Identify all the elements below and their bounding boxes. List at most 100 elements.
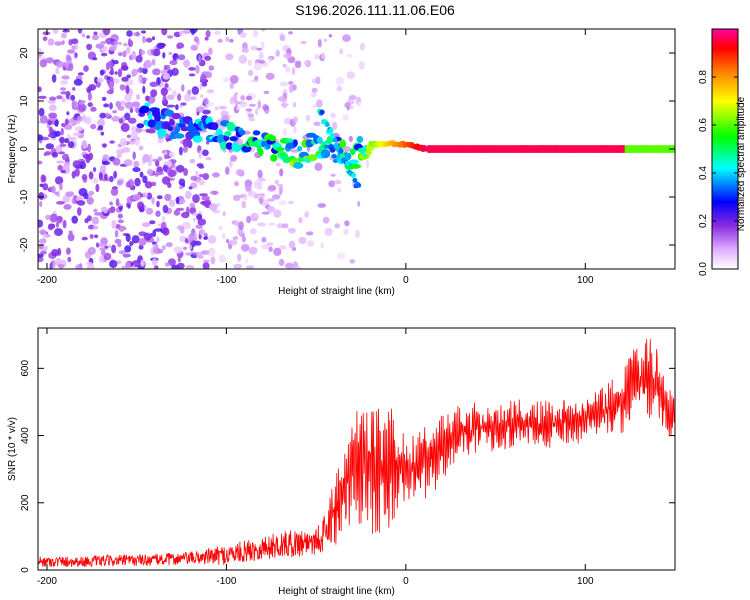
noise-blob [109,201,113,206]
noise-blob [253,213,258,218]
noise-blob [162,72,170,80]
noise-blob [164,193,172,202]
noise-blob [72,100,79,108]
noise-blob [71,215,78,224]
ridge-blob [139,105,150,113]
noise-blob [321,52,326,59]
noise-blob [239,101,248,108]
x-tick-label: -100 [216,275,236,286]
noise-blob [142,35,146,44]
noise-blob [212,172,220,178]
noise-blob [198,150,202,159]
noise-blob [100,52,108,57]
noise-blob [279,34,286,42]
noise-blob [278,258,285,267]
noise-blob [95,242,100,248]
noise-blob [160,87,168,96]
ridge-blob [282,156,292,164]
noise-blob [328,34,333,38]
noise-blob [183,59,190,68]
noise-blob [124,245,132,253]
noise-blob [100,237,108,246]
noise-blob [52,260,56,269]
noise-blob [337,187,342,193]
snr-series-line [38,339,675,568]
noise-blob [117,242,122,248]
noise-blob [239,32,247,38]
noise-blob [266,198,275,202]
noise-blob [136,93,140,100]
y-tick-label: 200 [20,494,31,511]
x-tick-label: -200 [37,275,57,286]
colorbar-label: Normalized spectral amplitude [736,96,747,231]
noise-blob [138,145,144,151]
noise-blob [49,213,58,223]
noise-blob [139,50,146,55]
noise-blob [247,69,254,76]
noise-blob [76,200,86,206]
noise-blob [184,190,192,200]
streak-blob [356,182,362,188]
noise-blob [86,35,90,39]
noise-blob [156,171,164,175]
noise-blob [68,230,73,234]
noise-blob [51,151,59,158]
noise-blob [138,244,144,250]
noise-blob [218,105,227,110]
noise-blob [121,76,129,82]
noise-blob [61,75,70,80]
noise-blob [261,236,267,243]
noise-blob [95,183,100,193]
y-tick-label: 10 [19,95,30,107]
noise-blob [94,212,102,216]
noise-blob [66,134,71,139]
ridge-blob [147,119,157,128]
noise-blob [283,53,292,59]
spectrogram-blobs [38,29,675,269]
noise-blob [140,259,145,267]
noise-blob [131,68,138,77]
noise-blob [48,112,58,119]
noise-blob [324,227,333,236]
noise-blob [138,77,142,83]
noise-blob [238,221,244,231]
noise-blob [99,247,107,251]
noise-blob [162,94,167,103]
noise-blob [74,126,83,132]
y-tick-label: 400 [20,427,31,444]
noise-blob [178,146,183,156]
noise-blob [288,81,294,85]
noise-blob [88,171,94,180]
noise-blob [101,96,107,101]
noise-blob [310,92,317,98]
noise-blob [273,209,282,218]
noise-blob [135,127,142,134]
noise-blob [217,38,223,43]
noise-blob [237,138,244,146]
noise-blob [357,200,361,207]
noise-blob [116,260,122,264]
noise-blob [241,200,246,209]
noise-blob [290,149,299,153]
noise-blob [118,180,122,185]
noise-blob [261,244,270,250]
noise-blob [38,107,45,117]
noise-blob [47,99,57,104]
noise-blob [109,102,113,110]
noise-blob [178,54,186,61]
noise-blob [228,239,238,246]
noise-blob [132,151,136,160]
noise-blob [205,71,213,79]
noise-blob [94,234,99,239]
ridge-blob [173,133,185,139]
noise-blob [189,159,196,164]
noise-blob [214,30,221,35]
noise-blob [330,173,336,177]
noise-blob [245,95,253,101]
noise-blob [56,95,63,100]
noise-blob [161,216,166,221]
noise-blob [258,51,264,60]
noise-blob [55,67,60,75]
noise-blob [38,95,47,99]
ridge-blob [168,118,175,126]
